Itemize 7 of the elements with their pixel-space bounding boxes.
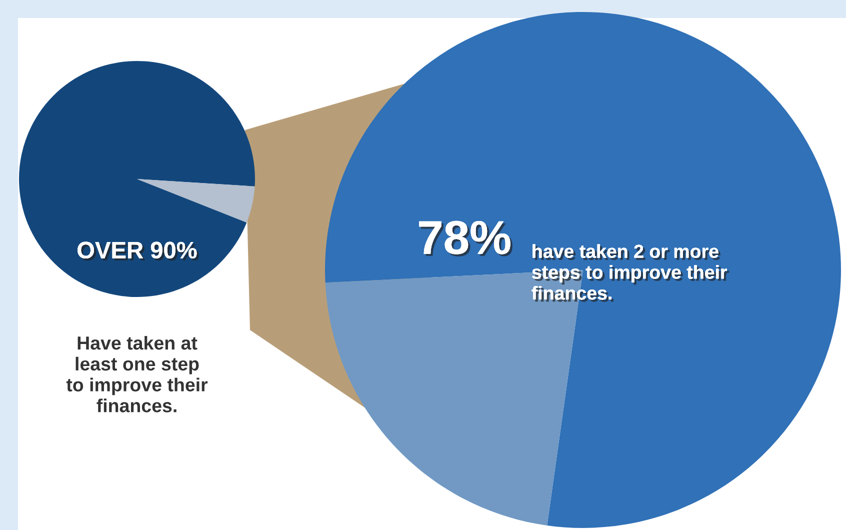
pie-slice bbox=[325, 12, 841, 528]
data-label: OVER 90% bbox=[78, 242, 199, 261]
pie-slice bbox=[19, 61, 255, 297]
data-label: 78% bbox=[419, 220, 512, 256]
text: have taken 2 or more steps to improve their finances. bbox=[532, 244, 730, 302]
pie-slice bbox=[137, 179, 255, 222]
text: Have taken at least one step to improve their finances. bbox=[66, 336, 208, 412]
